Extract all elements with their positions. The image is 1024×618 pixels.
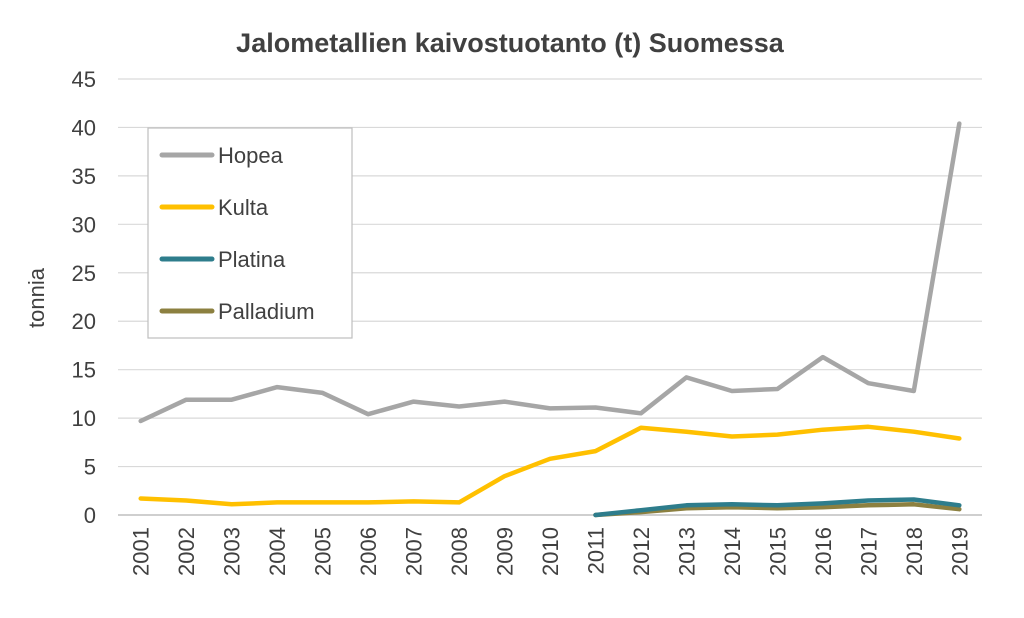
y-tick-label: 40: [72, 115, 96, 140]
x-tick-label: 2009: [493, 527, 518, 576]
x-tick-label: 2005: [311, 527, 336, 576]
legend-label: Palladium: [218, 299, 315, 324]
x-tick-label: 2014: [720, 527, 745, 576]
x-tick-label: 2017: [856, 527, 881, 576]
x-tick-label: 2002: [174, 527, 199, 576]
series-lines: [138, 121, 962, 518]
x-tick-label: 2010: [538, 527, 563, 576]
x-tick-label: 2003: [220, 527, 245, 576]
legend-label: Kulta: [218, 195, 269, 220]
legend: Hopea Kulta Platina Palladium: [147, 127, 353, 339]
x-tick-label: 2012: [629, 527, 654, 576]
y-tick-label: 5: [84, 455, 96, 480]
y-tick-label: 0: [84, 503, 96, 528]
x-tick-label: 2006: [356, 527, 381, 576]
x-tick-label: 2013: [674, 527, 699, 576]
legend-box: [147, 127, 353, 339]
x-tick-label: 2007: [402, 527, 427, 576]
legend-label: Platina: [218, 247, 286, 272]
x-tick-label: 2011: [583, 527, 608, 574]
y-tick-label: 15: [72, 358, 96, 383]
y-tick-label: 35: [72, 164, 96, 189]
y-tick-label: 25: [72, 261, 96, 286]
y-tick-label: 20: [72, 309, 96, 334]
x-tick-label: 2019: [947, 527, 972, 576]
x-tick-label: 2016: [811, 527, 836, 576]
y-tick-label: 30: [72, 212, 96, 237]
x-tick-label: 2015: [765, 527, 790, 576]
y-axis-label: tonnia: [24, 267, 49, 328]
x-tick-label: 2018: [902, 527, 927, 576]
y-tick-label: 45: [72, 67, 96, 92]
x-tick-label: 2004: [265, 527, 290, 576]
series-line-hopea: [138, 121, 962, 424]
x-tick-label: 2001: [129, 527, 154, 576]
y-axis-ticks: 0 5 10 15 20 25 30 35 40 45: [72, 67, 96, 528]
y-tick-label: 10: [72, 406, 96, 431]
chart-title: Jalometallien kaivostuotanto (t) Suomess…: [236, 28, 785, 58]
series-line-kulta: [138, 424, 962, 507]
x-tick-label: 2008: [447, 527, 472, 576]
legend-label: Hopea: [218, 143, 284, 168]
series-line-platina: [593, 497, 962, 518]
x-axis-ticks: 2001 2002 2003 2004 2005 2006 2007 2008 2009 2010…: [129, 527, 973, 576]
